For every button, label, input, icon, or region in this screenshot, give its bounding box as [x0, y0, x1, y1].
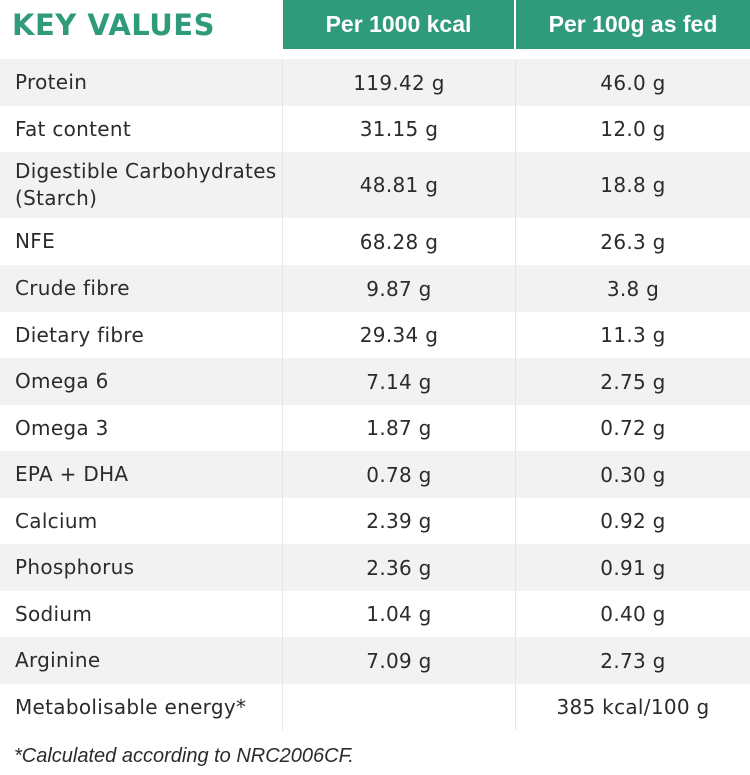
- row-label: EPA + DHA: [0, 451, 283, 498]
- value-per-1000-kcal: 68.28 g: [283, 218, 516, 265]
- table-row: NFE 68.28 g 26.3 g: [0, 218, 750, 265]
- row-label: Arginine: [0, 637, 283, 684]
- value-per-100g: 0.72 g: [600, 416, 666, 440]
- value-per-100g: 385 kcal/100 g: [556, 695, 710, 719]
- value-per-100g: 2.73 g: [600, 648, 666, 673]
- column-header-per-100g-as-fed: Per 100g as fed: [516, 0, 750, 49]
- table-row: Dietary fibre 29.34 g 11.3 g: [0, 312, 750, 358]
- row-label: Omega 6: [0, 358, 283, 405]
- value-per-1000-kcal: 2.39 g: [283, 498, 516, 544]
- value-per-100g: 0.30 g: [600, 462, 666, 487]
- table-row: Crude fibre 9.87 g 3.8 g: [0, 265, 750, 312]
- value-per-1000-kcal: 29.34 g: [283, 312, 516, 358]
- row-label: NFE: [0, 218, 283, 265]
- value-per-1000-kcal: 48.81 g: [283, 152, 516, 218]
- key-values-table: Protein 119.42 g 46.0 g Fat content 31.1…: [0, 59, 750, 730]
- table-row: Phosphorus 2.36 g 0.91 g: [0, 544, 750, 591]
- value-per-100g: 26.3 g: [600, 229, 666, 254]
- value-per-100g: 0.92 g: [600, 509, 666, 533]
- value-per-1000-kcal: [283, 684, 516, 730]
- value-per-1000-kcal: 7.14 g: [283, 358, 516, 405]
- row-label: Crude fibre: [0, 265, 283, 312]
- table-row: Digestible Carbohydrates (Starch) 48.81 …: [0, 152, 750, 218]
- table-row: Protein 119.42 g 46.0 g: [0, 59, 750, 106]
- table-row: Omega 6 7.14 g 2.75 g: [0, 358, 750, 405]
- table-header: KEY VALUES Per 1000 kcal Per 100g as fed: [0, 0, 750, 49]
- row-label: Digestible Carbohydrates (Starch): [0, 152, 283, 218]
- value-per-1000-kcal: 1.04 g: [283, 591, 516, 637]
- value-per-100g: 3.8 g: [606, 276, 660, 301]
- header-gap: [0, 49, 750, 59]
- row-label: Metabolisable energy*: [0, 684, 283, 730]
- row-label: Fat content: [0, 106, 283, 152]
- value-per-1000-kcal: 2.36 g: [283, 544, 516, 591]
- column-header-per-1000-kcal: Per 1000 kcal: [283, 0, 516, 49]
- value-per-1000-kcal: 0.78 g: [283, 451, 516, 498]
- row-label: Sodium: [0, 591, 283, 637]
- footnote: *Calculated according to NRC2006CF.: [14, 745, 354, 767]
- row-label: Omega 3: [0, 405, 283, 451]
- table-row: Arginine 7.09 g 2.73 g: [0, 637, 750, 684]
- value-per-100g: 0.91 g: [600, 555, 666, 580]
- row-label: Phosphorus: [0, 544, 283, 591]
- value-per-100g: 2.75 g: [600, 369, 666, 394]
- page-title: KEY VALUES: [12, 7, 215, 42]
- value-per-100g: 12.0 g: [600, 117, 666, 141]
- value-per-100g: 46.0 g: [600, 70, 666, 95]
- value-per-1000-kcal: 31.15 g: [283, 106, 516, 152]
- table-row: Calcium 2.39 g 0.92 g: [0, 498, 750, 544]
- table-row: Fat content 31.15 g 12.0 g: [0, 106, 750, 152]
- value-per-1000-kcal: 7.09 g: [283, 637, 516, 684]
- row-label: Calcium: [0, 498, 283, 544]
- row-label: Protein: [0, 59, 283, 106]
- value-per-1000-kcal: 9.87 g: [283, 265, 516, 312]
- table-row: EPA + DHA 0.78 g 0.30 g: [0, 451, 750, 498]
- row-label: Dietary fibre: [0, 312, 283, 358]
- value-per-1000-kcal: 1.87 g: [283, 405, 516, 451]
- table-row: Sodium 1.04 g 0.40 g: [0, 591, 750, 637]
- value-per-1000-kcal: 119.42 g: [283, 59, 516, 106]
- table-row: Metabolisable energy* 385 kcal/100 g: [0, 684, 750, 730]
- value-per-100g: 18.8 g: [600, 173, 666, 197]
- value-per-100g: 11.3 g: [600, 323, 666, 347]
- table-row: Omega 3 1.87 g 0.72 g: [0, 405, 750, 451]
- value-per-100g: 0.40 g: [600, 602, 666, 626]
